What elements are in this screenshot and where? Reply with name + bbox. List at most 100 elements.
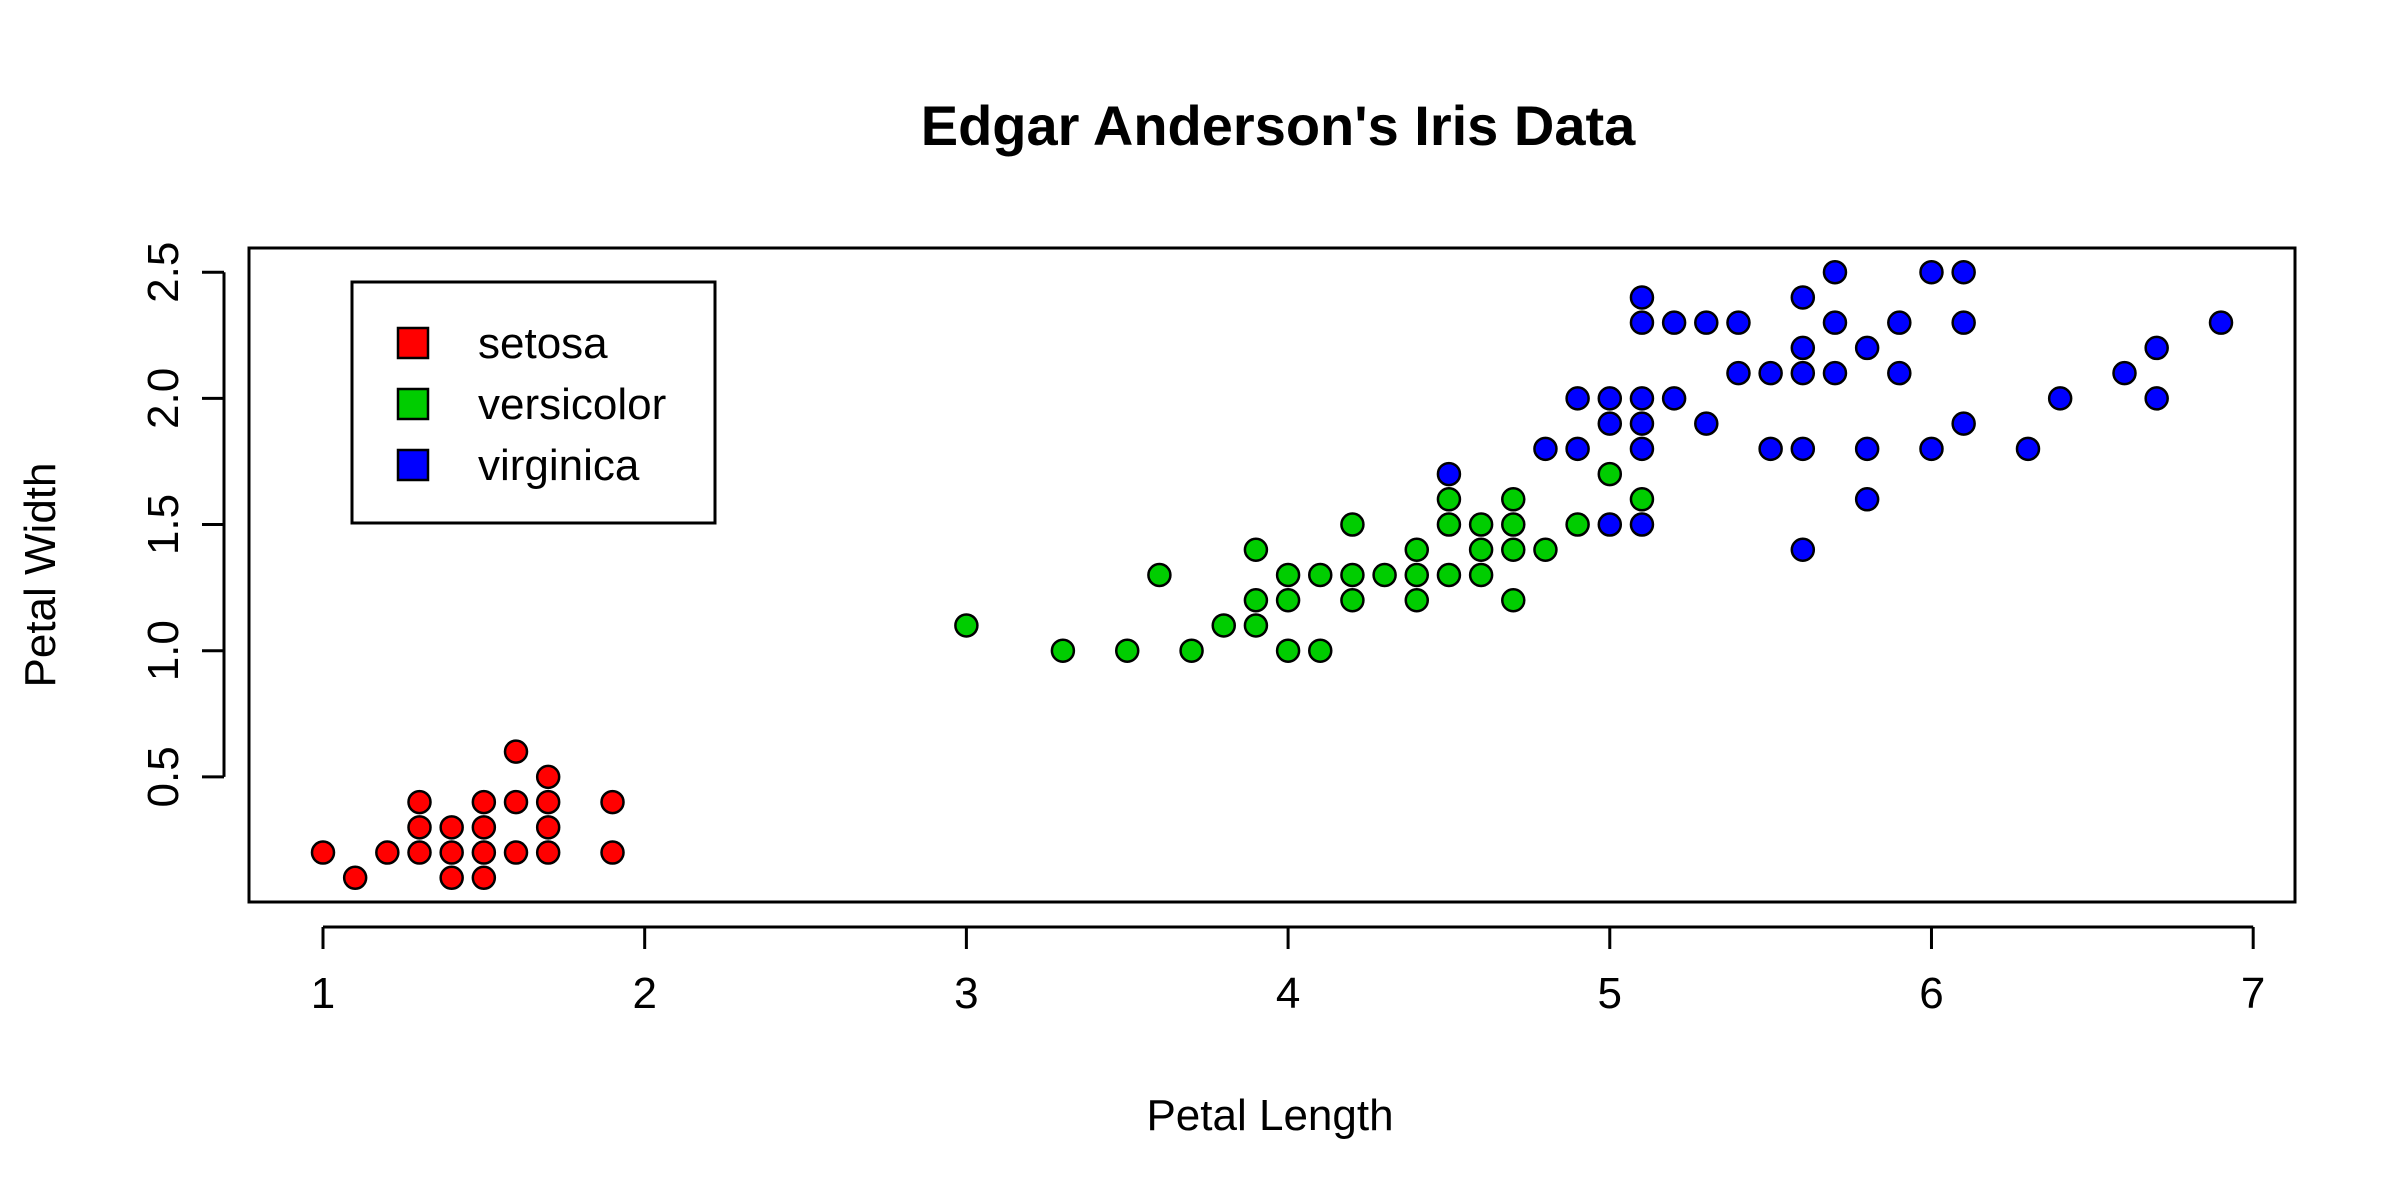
data-point-virginica: [1629, 436, 1655, 462]
data-point-versicolor: [1372, 562, 1397, 588]
data-point-virginica: [1951, 259, 1976, 285]
data-point-versicolor: [1565, 512, 1590, 537]
data-point-setosa: [407, 840, 432, 865]
data-point-virginica: [1629, 310, 1655, 335]
data-point-virginica: [1661, 386, 1687, 411]
legend-items: setosa versicolor virginica: [396, 319, 666, 490]
data-point-setosa: [471, 840, 497, 865]
x-tick-label: 4: [1276, 969, 1300, 1018]
data-point-versicolor: [1404, 537, 1430, 563]
data-point-virginica: [1629, 411, 1655, 436]
data-point-versicolor: [1436, 487, 1462, 512]
x-tick-label: 3: [954, 969, 978, 1018]
data-point-versicolor: [1114, 638, 1140, 663]
data-point-virginica: [1629, 512, 1655, 537]
data-point-virginica: [1565, 436, 1590, 462]
data-point-versicolor: [1275, 638, 1301, 663]
points-layer: [310, 259, 2234, 891]
data-point-virginica: [1726, 360, 1751, 386]
data-point-virginica: [1758, 360, 1783, 386]
data-point-virginica: [1919, 436, 1944, 462]
data-point-virginica: [1951, 411, 1976, 436]
data-point-virginica: [1694, 411, 1719, 436]
data-point-virginica: [1597, 386, 1623, 411]
data-point-setosa: [535, 789, 561, 815]
data-point-versicolor: [1308, 638, 1333, 663]
legend-item-setosa: setosa: [396, 319, 608, 368]
data-point-virginica: [1629, 285, 1655, 310]
data-point-setosa: [600, 840, 625, 865]
data-point-setosa: [600, 789, 625, 815]
y-axis: 0.5 1.0 1.5 2.0 2.5: [139, 242, 226, 807]
legend-label: setosa: [478, 319, 608, 368]
data-point-versicolor: [1468, 537, 1494, 563]
data-point-setosa: [471, 789, 497, 815]
data-point-virginica: [1822, 259, 1848, 285]
x-axis-label: Petal Length: [1146, 1091, 1393, 1140]
data-point-virginica: [1854, 487, 1880, 512]
legend-swatch: [396, 387, 430, 421]
y-tick-label: 0.5: [139, 746, 188, 807]
data-point-setosa: [375, 840, 400, 865]
data-point-setosa: [407, 789, 432, 815]
data-point-versicolor: [1501, 512, 1526, 537]
data-point-virginica: [2144, 386, 2169, 411]
data-point-virginica: [1822, 310, 1848, 335]
data-point-setosa: [471, 865, 497, 891]
legend-item-versicolor: versicolor: [396, 380, 666, 429]
data-point-virginica: [1597, 411, 1623, 436]
legend-item-virginica: virginica: [396, 441, 640, 490]
data-point-virginica: [1887, 360, 1912, 386]
data-point-virginica: [2047, 386, 2073, 411]
data-point-virginica: [1661, 310, 1687, 335]
data-point-versicolor: [1243, 537, 1269, 563]
data-point-versicolor: [1501, 487, 1526, 512]
y-tick-label: 1.0: [139, 620, 188, 681]
data-point-versicolor: [1501, 537, 1526, 563]
legend-label: versicolor: [478, 380, 666, 429]
legend-swatch: [396, 448, 430, 482]
data-point-virginica: [1790, 360, 1816, 386]
data-point-versicolor: [1211, 613, 1236, 638]
data-point-versicolor: [954, 613, 979, 638]
data-point-virginica: [1790, 285, 1816, 310]
data-point-versicolor: [1275, 587, 1301, 613]
x-tick-label: 1: [311, 969, 335, 1018]
data-point-virginica: [1887, 310, 1912, 335]
data-point-versicolor: [1404, 587, 1430, 613]
data-point-versicolor: [1243, 613, 1269, 638]
data-point-virginica: [1694, 310, 1719, 335]
data-point-setosa: [439, 840, 464, 865]
y-tick-label: 1.5: [139, 494, 188, 555]
data-point-versicolor: [1533, 537, 1558, 563]
data-point-versicolor: [1243, 587, 1269, 613]
data-point-virginica: [1919, 259, 1944, 285]
y-tick-label: 2.0: [139, 368, 188, 429]
x-tick-label: 5: [1598, 969, 1622, 1018]
series-virginica: [1436, 259, 2234, 563]
data-point-setosa: [535, 815, 561, 840]
data-point-setosa: [503, 789, 529, 815]
data-point-virginica: [2112, 360, 2137, 386]
data-point-virginica: [1597, 512, 1623, 537]
data-point-setosa: [503, 840, 529, 865]
y-axis-label: Petal Width: [16, 463, 65, 688]
legend: setosa versicolor virginica: [350, 280, 717, 525]
data-point-virginica: [1822, 360, 1848, 386]
data-point-versicolor: [1597, 461, 1623, 487]
series-setosa: [310, 739, 625, 891]
x-axis: 1 2 3 4 5 6 7: [311, 925, 2265, 1018]
data-point-versicolor: [1050, 638, 1076, 663]
x-tick-label: 6: [1919, 969, 1943, 1018]
data-point-setosa: [535, 840, 561, 865]
y-tick-label: 2.5: [139, 242, 188, 303]
data-point-virginica: [1790, 537, 1816, 563]
data-point-virginica: [1951, 310, 1976, 335]
data-point-versicolor: [1340, 587, 1365, 613]
data-point-versicolor: [1340, 512, 1365, 537]
x-tick-label: 2: [632, 969, 656, 1018]
data-point-versicolor: [1468, 562, 1494, 588]
data-point-virginica: [1758, 436, 1783, 462]
data-point-virginica: [1854, 436, 1880, 462]
data-point-virginica: [1726, 310, 1751, 335]
